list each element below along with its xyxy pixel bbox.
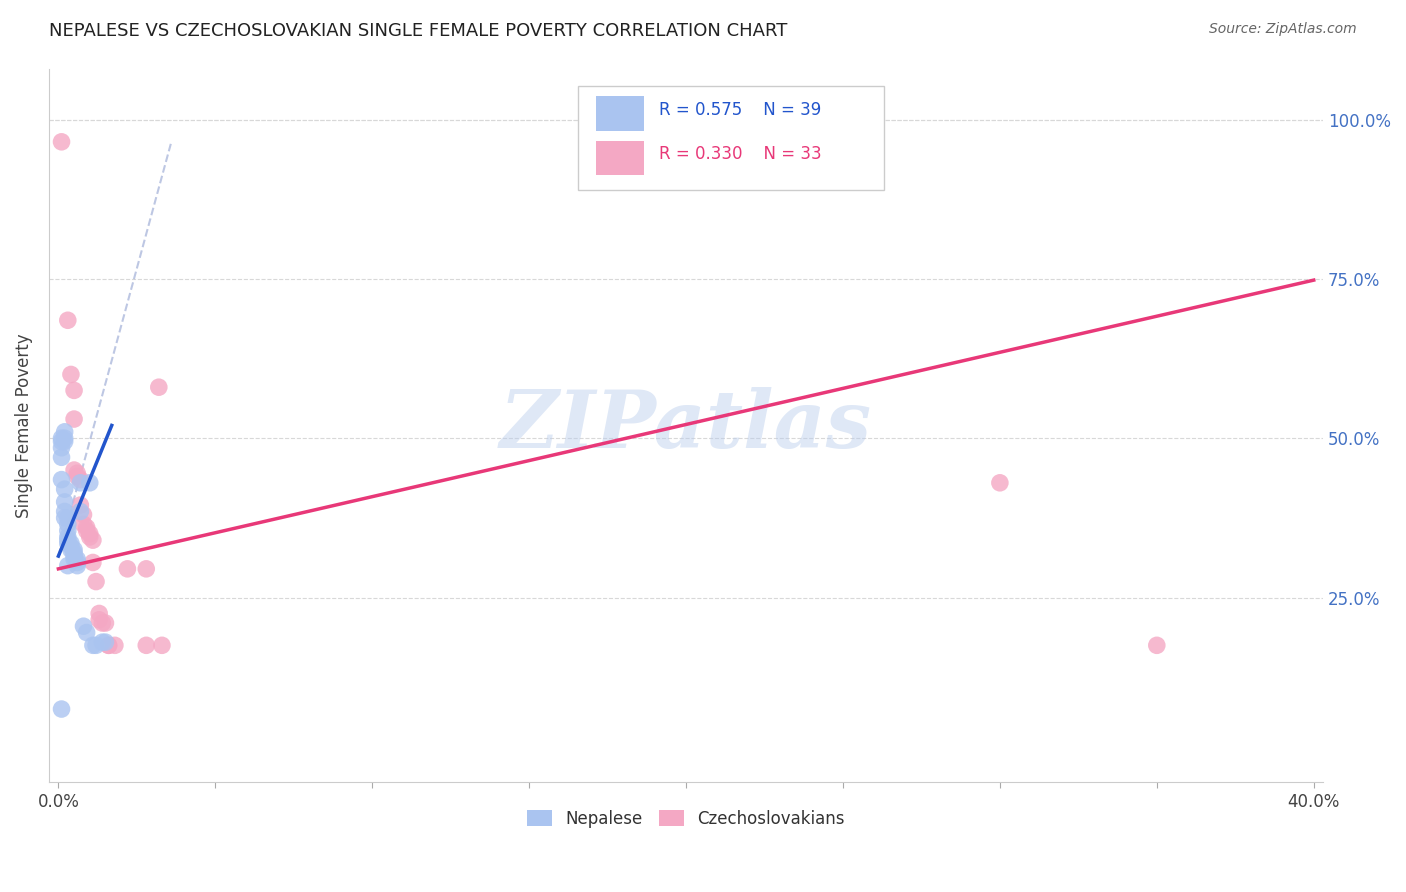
Point (97, 638, 120, 652)
Point (94, 635, 117, 649)
Point (91, 635, 114, 649)
Point (82, 638, 104, 652)
Point (1146, 638, 1168, 652)
Point (84, 574, 107, 589)
Point (72, 517, 94, 532)
Text: Source: ZipAtlas.com: Source: ZipAtlas.com (1209, 22, 1357, 37)
Point (91, 615, 114, 630)
Point (104, 638, 127, 652)
Point (51, 450, 73, 465)
Text: R = 0.330    N = 33: R = 0.330 N = 33 (659, 145, 823, 163)
Point (988, 475, 1011, 490)
Point (94, 615, 117, 630)
Point (66, 469, 89, 483)
Point (66, 558, 89, 573)
Point (97, 638, 120, 652)
Point (63, 412, 86, 426)
Point (63, 552, 86, 566)
Point (69, 498, 91, 512)
Point (72, 619, 94, 633)
Point (53, 431, 76, 445)
Point (63, 463, 86, 477)
Point (82, 556, 104, 570)
Point (51, 702, 73, 716)
Point (51, 431, 73, 445)
Point (59, 536, 82, 550)
Point (63, 384, 86, 398)
Point (63, 546, 86, 560)
FancyBboxPatch shape (578, 87, 883, 190)
Text: R = 0.575    N = 39: R = 0.575 N = 39 (659, 101, 821, 119)
Point (53, 434, 76, 449)
Text: NEPALESE VS CZECHOSLOVAKIAN SINGLE FEMALE POVERTY CORRELATION CHART: NEPALESE VS CZECHOSLOVAKIAN SINGLE FEMAL… (49, 22, 787, 40)
Point (69, 473, 91, 487)
Y-axis label: Single Female Poverty: Single Female Poverty (15, 333, 32, 517)
Point (59, 368, 82, 382)
Point (69, 475, 91, 490)
Point (53, 495, 76, 509)
Point (56, 313, 79, 327)
Point (56, 533, 79, 548)
Point (150, 638, 173, 652)
Point (51, 135, 73, 149)
Point (56, 511, 79, 525)
Point (89, 607, 111, 621)
Point (51, 434, 73, 449)
Point (66, 467, 89, 481)
Point (56, 524, 79, 538)
Point (66, 552, 89, 566)
Point (135, 638, 157, 652)
Point (59, 542, 82, 557)
Point (79, 530, 101, 544)
Point (53, 511, 76, 525)
Point (63, 549, 86, 563)
Point (53, 482, 76, 496)
Point (56, 536, 79, 550)
Text: ZIPatlas: ZIPatlas (501, 387, 872, 464)
Point (53, 504, 76, 518)
Point (53, 425, 76, 439)
Point (76, 524, 98, 538)
Point (135, 562, 157, 576)
Point (82, 533, 104, 548)
Point (69, 504, 91, 518)
Point (72, 508, 94, 522)
Point (148, 380, 170, 394)
FancyBboxPatch shape (596, 141, 644, 175)
FancyBboxPatch shape (596, 96, 644, 130)
Point (59, 540, 82, 554)
Point (76, 625, 98, 640)
Point (66, 556, 89, 570)
Point (63, 542, 86, 557)
Point (79, 526, 101, 541)
Point (56, 517, 79, 532)
Point (51, 441, 73, 455)
Point (117, 562, 139, 576)
Legend: Nepalese, Czechoslovakians: Nepalese, Czechoslovakians (520, 804, 852, 835)
Point (56, 558, 79, 573)
Point (51, 473, 73, 487)
Point (56, 530, 79, 544)
Point (84, 638, 107, 652)
Point (79, 475, 101, 490)
Point (89, 613, 111, 627)
Point (76, 520, 98, 534)
